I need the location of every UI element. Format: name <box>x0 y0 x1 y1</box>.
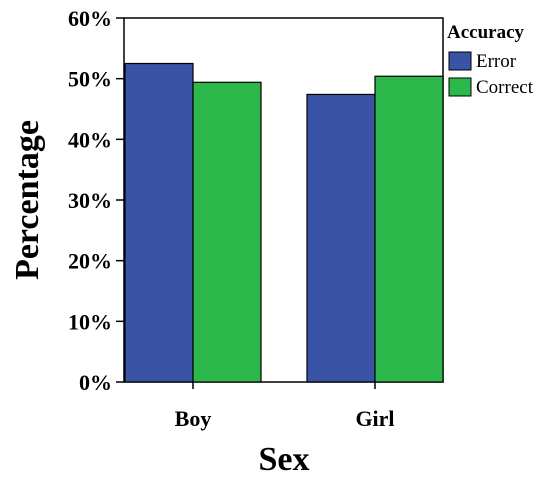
bar-correct-girl <box>374 75 444 383</box>
legend-swatch-correct <box>448 77 472 97</box>
legend-title: Accuracy <box>447 22 525 43</box>
legend-swatch-error <box>448 51 472 71</box>
bar-error-boy <box>124 62 194 383</box>
y-axis-title: Percentage <box>9 120 46 280</box>
y-tick-label: 30% <box>68 188 112 213</box>
x-axis: Boy Girl <box>175 382 395 431</box>
y-tick-label: 20% <box>68 249 112 274</box>
y-tick-label: 10% <box>68 309 112 334</box>
legend-label-error: Error <box>476 51 517 72</box>
bars <box>124 62 444 383</box>
bar-correct-boy <box>192 81 262 383</box>
x-category-label: Boy <box>175 406 212 431</box>
x-axis-title: Sex <box>259 441 310 478</box>
legend-label-correct: Correct <box>476 77 534 98</box>
y-tick-label: 40% <box>68 127 112 152</box>
x-category-label: Girl <box>355 406 394 431</box>
bar-error-girl <box>306 93 376 383</box>
y-tick-label: 50% <box>68 67 112 92</box>
legend: Accuracy Error Correct <box>447 22 534 98</box>
y-tick-label: 0% <box>79 370 112 395</box>
y-axis: 0% 10% 20% 30% 40% 50% 60% <box>68 6 124 395</box>
y-tick-label: 60% <box>68 6 112 31</box>
